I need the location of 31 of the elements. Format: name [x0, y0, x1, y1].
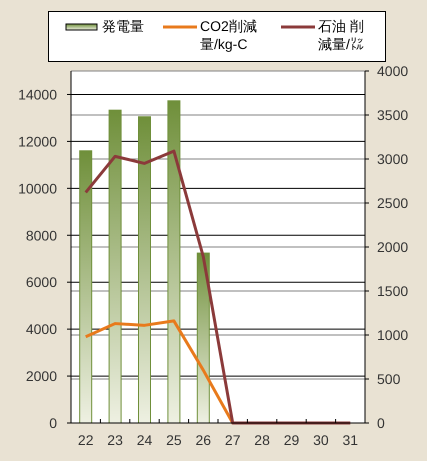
- x-tick-label: 26: [196, 432, 212, 448]
- x-tick-label: 23: [107, 432, 124, 448]
- y-tick-label: 2000: [26, 368, 58, 384]
- x-tick-label: 31: [342, 432, 358, 448]
- y-tick-label: 6000: [26, 274, 58, 290]
- x-tick-label: 25: [166, 432, 182, 448]
- y-tick-label: 10000: [18, 180, 58, 196]
- y-tick-label: 4000: [26, 321, 58, 338]
- x-tick-label: 29: [284, 432, 300, 448]
- x-tick-label: 24: [136, 432, 152, 448]
- legend-label: 発電量: [102, 17, 145, 35]
- x-tick-label: 28: [254, 432, 270, 448]
- y2-tick-label: 4000: [377, 63, 408, 79]
- legend-label: 石油 削減量/㍑: [318, 17, 365, 53]
- y2-tick-label: 3000: [377, 151, 408, 167]
- y2-tick-label: 3500: [377, 107, 408, 123]
- y2-tick-label: 2500: [377, 195, 408, 211]
- y2-tick-label: 0: [377, 415, 385, 431]
- y2-tick-label: 2000: [377, 239, 408, 255]
- y2-tick-label: 1000: [377, 327, 408, 343]
- y2-tick-label: 500: [377, 371, 401, 387]
- x-tick-label: 30: [313, 432, 329, 448]
- line-series: [84, 150, 352, 424]
- y-tick-label: 12000: [18, 133, 58, 150]
- y-tick-label: 14000: [18, 86, 58, 102]
- x-tick-label: 27: [224, 432, 241, 448]
- y-tick-label: 0: [49, 415, 58, 431]
- x-tick-label: 22: [78, 432, 94, 448]
- y-tick-label: 8000: [26, 227, 58, 244]
- y2-tick-label: 1500: [377, 283, 408, 299]
- legend-label: CO2削減量/kg-C: [200, 17, 258, 53]
